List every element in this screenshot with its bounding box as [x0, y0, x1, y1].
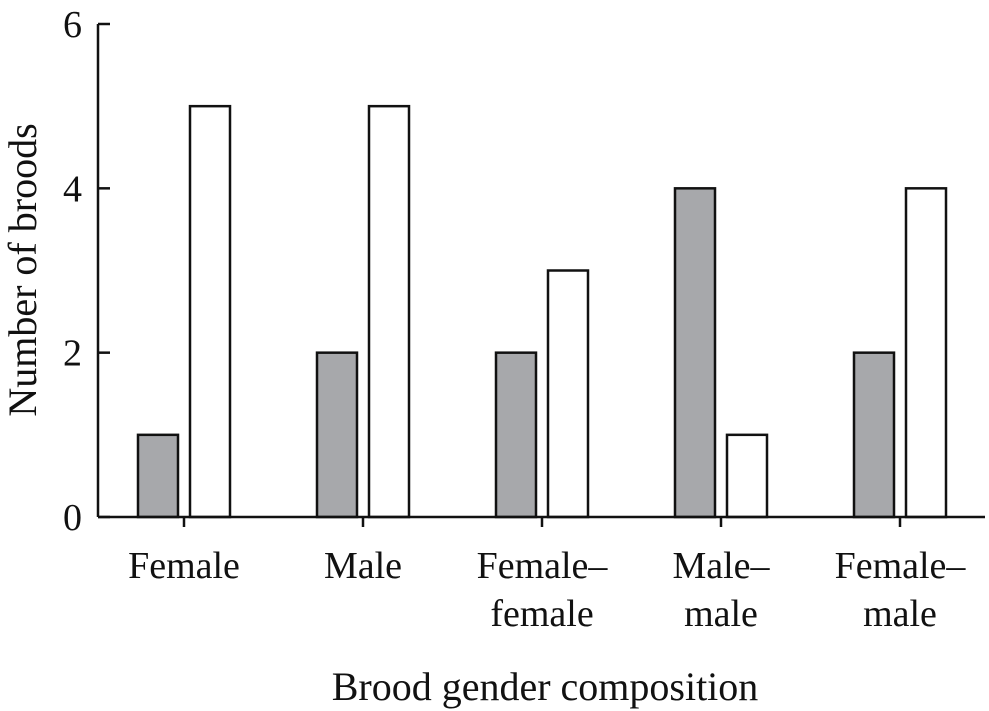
bar-series-1-2 — [494, 351, 538, 519]
x-tick-label: Female– — [835, 545, 967, 587]
bar-series-2-4 — [904, 187, 948, 519]
x-ticks — [182, 517, 902, 527]
bar-series-2-3 — [725, 433, 769, 519]
x-tick-label: Female– — [477, 545, 609, 587]
category-labels: Female Male Female– female Male– male Female– m… — [128, 545, 966, 635]
bar-series-2-1 — [367, 104, 411, 519]
bar-series-2-0 — [188, 104, 232, 519]
x-tick-label: Male — [324, 545, 402, 587]
bar-series-1-1 — [315, 351, 359, 519]
y-tick-label: 6 — [63, 4, 82, 46]
x-tick-label: male — [863, 593, 937, 635]
x-tick-label: female — [490, 593, 593, 635]
bar-series-1-0 — [136, 433, 180, 519]
y-tick-label: 4 — [63, 168, 82, 210]
x-tick-label: male — [684, 593, 758, 635]
bar-series-1-4 — [852, 351, 896, 519]
y-ticks: 0 2 4 6 — [63, 4, 110, 539]
y-tick-label: 2 — [63, 333, 82, 375]
bars-layer — [136, 104, 948, 519]
y-axis-title: Number of broods — [0, 123, 45, 416]
x-tick-label: Male– — [672, 545, 770, 587]
x-tick-label: Female — [128, 545, 240, 587]
x-axis-title: Brood gender composition — [332, 664, 759, 709]
bar-series-1-3 — [673, 187, 717, 519]
bar-series-2-2 — [546, 269, 590, 519]
y-tick-label: 0 — [63, 497, 82, 539]
